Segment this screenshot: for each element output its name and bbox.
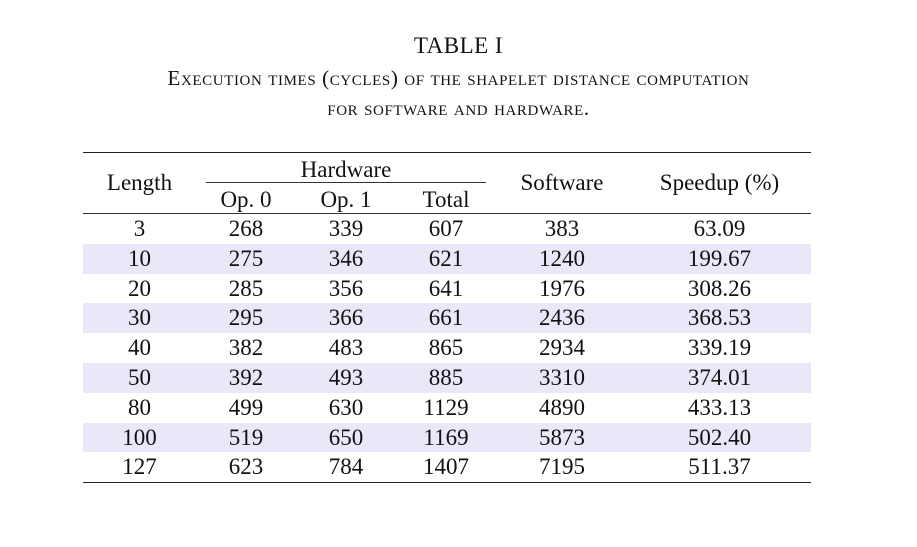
- cell-length: 50: [83, 362, 196, 393]
- cell-op0: 295: [196, 303, 296, 334]
- cell-total: 641: [428, 275, 464, 301]
- cell-speedup: 433.13: [687, 394, 752, 420]
- cell-length: 10: [83, 243, 196, 274]
- cell-op0: 285: [228, 275, 264, 301]
- cell-total: 865: [428, 335, 464, 361]
- cell-total: 607: [428, 216, 464, 241]
- header-op0: Op. 0: [196, 183, 296, 214]
- table-row: 20 285 356 641 1976 308.26: [83, 274, 811, 304]
- table-row: 80 499 630 1129 4890 433.13: [83, 393, 811, 423]
- table-caption-line-2: for software and hardware.: [327, 96, 590, 120]
- cell-speedup: 339.19: [687, 335, 752, 361]
- table-caption-line-1: Execution times (cycles) of the shapelet…: [167, 66, 750, 90]
- hardware-group-rule: [206, 182, 486, 183]
- cell-speedup: 502.40: [628, 422, 811, 453]
- cell-total: 621: [396, 243, 496, 274]
- cell-op0: 268: [228, 216, 264, 241]
- header-software: Software: [496, 152, 628, 214]
- cell-length: 40: [128, 335, 151, 361]
- cell-length: 30: [83, 303, 196, 334]
- cell-total: 661: [396, 303, 496, 334]
- cell-speedup: 63.09: [693, 216, 746, 241]
- table-row: 100 519 650 1169 5873 502.40: [83, 422, 811, 453]
- table-header: Length Hardware Software Speedup (%) Op.…: [83, 152, 811, 214]
- cell-op1: 356: [328, 275, 364, 301]
- table-row: 30 295 366 661 2436 368.53: [83, 303, 811, 334]
- cell-op0: 275: [196, 243, 296, 274]
- cell-length: 3: [133, 216, 146, 241]
- table-row: 127 623 784 1407 7195 511.37: [83, 452, 811, 484]
- cell-op0: 382: [228, 335, 264, 361]
- header-hardware-label: Hardware: [300, 157, 392, 182]
- cell-software: 2934: [539, 335, 585, 361]
- cell-op0: 392: [196, 362, 296, 393]
- cell-length: 20: [128, 275, 151, 301]
- table-row: 40 382 483 865 2934 339.19: [83, 333, 811, 363]
- cell-op0: 623: [196, 452, 296, 484]
- cell-op1: 346: [296, 243, 396, 274]
- cell-speedup: 511.37: [628, 452, 811, 484]
- cell-software: 4890: [539, 394, 585, 420]
- cell-total: 885: [396, 362, 496, 393]
- cell-speedup: 199.67: [628, 243, 811, 274]
- cell-op0: 519: [196, 422, 296, 453]
- cell-op1: 630: [328, 394, 364, 420]
- cell-software: 383: [544, 216, 580, 241]
- header-hardware: Hardware: [196, 152, 496, 183]
- cell-op1: 339: [328, 216, 364, 241]
- table-row: 3 268 339 607 383 63.09: [83, 214, 811, 244]
- cell-length: 127: [83, 452, 196, 484]
- header-op1: Op. 1: [296, 183, 396, 214]
- cell-software: 5873: [496, 422, 628, 453]
- cell-software: 3310: [496, 362, 628, 393]
- header-speedup: Speedup (%): [628, 152, 811, 214]
- header-length: Length: [83, 152, 196, 214]
- cell-speedup: 368.53: [628, 303, 811, 334]
- cell-length: 100: [83, 422, 196, 453]
- cell-software: 1240: [496, 243, 628, 274]
- execution-times-table: Length Hardware Software Speedup (%) Op.…: [83, 152, 811, 484]
- header-total: Total: [396, 183, 496, 214]
- table-body: 3 268 339 607 383 63.09 10 275 346 621 1240 199.67 2…: [83, 214, 811, 484]
- cell-op0: 499: [228, 394, 264, 420]
- cell-op1: 483: [328, 335, 364, 361]
- cell-total: 1129: [423, 394, 469, 420]
- cell-software: 1976: [539, 275, 585, 301]
- cell-software: 2436: [496, 303, 628, 334]
- cell-op1: 650: [296, 422, 396, 453]
- cell-software: 7195: [496, 452, 628, 484]
- cell-op1: 366: [296, 303, 396, 334]
- table-row: 50 392 493 885 3310 374.01: [83, 362, 811, 393]
- cell-total: 1169: [396, 422, 496, 453]
- cell-op1: 784: [296, 452, 396, 484]
- cell-speedup: 308.26: [687, 275, 752, 301]
- cell-length: 80: [128, 394, 151, 420]
- table-row: 10 275 346 621 1240 199.67: [83, 243, 811, 274]
- cell-speedup: 374.01: [628, 362, 811, 393]
- table-label: TABLE I: [413, 33, 504, 58]
- cell-op1: 493: [296, 362, 396, 393]
- cell-total: 1407: [396, 452, 496, 484]
